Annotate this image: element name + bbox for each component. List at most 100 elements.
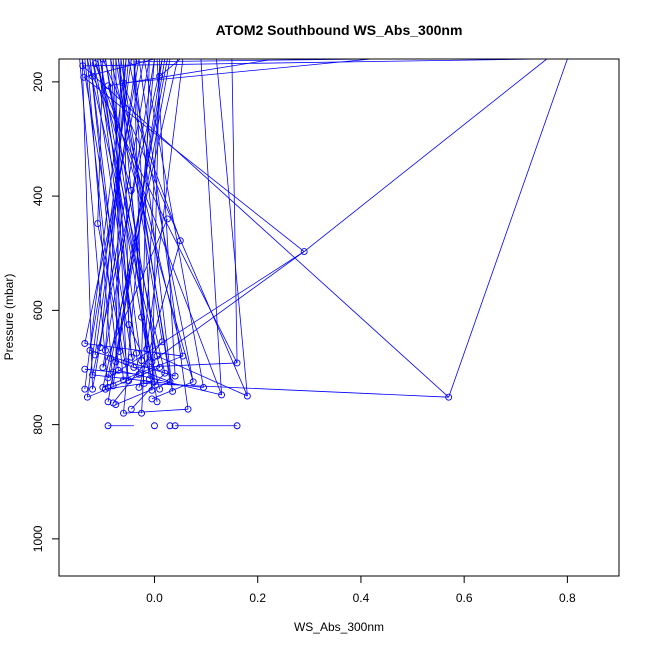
data-point-40: [135, 370, 143, 378]
data-point-20: [102, 346, 109, 354]
series-points: [79, 59, 453, 430]
data-point-47: [171, 372, 179, 380]
series-line-segment-54: [141, 59, 150, 361]
data-point-62: [169, 388, 176, 395]
data-point-0: [79, 62, 87, 70]
data-point-31: [158, 338, 166, 346]
data-point-66: [83, 393, 91, 401]
series-line-segment-10: [97, 223, 130, 381]
series-line-segment-73: [200, 59, 222, 395]
data-point-27: [138, 357, 146, 365]
series-line-segment-60: [133, 59, 142, 318]
data-point-51: [233, 359, 241, 367]
data-point-48: [179, 352, 187, 360]
series-line-segment-94: [102, 59, 155, 368]
y-axis-label: Pressure (mbar): [2, 274, 16, 361]
y-tick-label-4: 1000: [31, 525, 45, 552]
data-point-12: [176, 237, 184, 245]
data-point-34: [99, 364, 107, 371]
series-line-segment-68: [159, 59, 181, 77]
x-tick-label-2: 0.4: [353, 591, 370, 605]
data-point-28: [143, 345, 151, 353]
series-line-segment-62: [94, 59, 132, 191]
series-line-segment-51: [94, 59, 137, 355]
data-point-26: [132, 349, 140, 357]
data-point-73: [148, 395, 156, 403]
data-point-2: [89, 72, 96, 80]
data-point-61: [156, 385, 164, 393]
series-line-segment-85: [105, 59, 158, 357]
series-lines: [79, 59, 568, 427]
series-line-segment-81: [138, 59, 189, 410]
data-point-45: [161, 369, 169, 377]
series-line-segment-53: [84, 59, 145, 344]
series-line-segment-35: [105, 381, 155, 390]
data-point-32: [81, 365, 89, 373]
series-line-segment-86: [120, 59, 171, 382]
data-point-79: [171, 422, 179, 430]
series-line-segment-29: [87, 367, 160, 398]
y-axis: 200 400 600 800 1000: [31, 72, 60, 552]
data-point-8: [156, 72, 164, 80]
data-point-22: [112, 358, 120, 366]
data-point-17: [86, 346, 94, 354]
series-line-segment-83: [86, 59, 161, 368]
series-line-segment-91: [81, 59, 135, 368]
data-point-38: [125, 377, 133, 385]
series-line-segment-88: [133, 59, 155, 382]
series-line-segment-96: [107, 59, 168, 378]
x-tick-label-1: 0.2: [249, 591, 266, 605]
data-point-59: [135, 384, 143, 391]
series-line-segment-41: [97, 59, 148, 350]
data-point-24: [122, 358, 130, 366]
series-line-segment-75: [117, 59, 173, 392]
data-point-46: [166, 378, 174, 386]
data-point-6: [120, 79, 127, 87]
data-point-18: [91, 351, 99, 359]
data-point-23: [115, 348, 123, 355]
data-point-7: [130, 59, 138, 66]
data-point-60: [148, 386, 156, 394]
series-line-segment-27: [130, 372, 166, 410]
data-point-58: [120, 376, 127, 384]
series-line-segment-30: [112, 341, 163, 404]
data-point-57: [109, 382, 117, 390]
series-line-segment-93: [84, 59, 119, 371]
data-point-53: [89, 385, 96, 393]
data-point-74: [153, 398, 161, 406]
data-point-43: [151, 378, 158, 386]
data-point-77: [151, 422, 158, 430]
series-line-segment-36: [79, 59, 109, 390]
series-line-segment-52: [89, 59, 140, 351]
data-point-50: [200, 384, 207, 391]
series-line-segment-80: [156, 59, 176, 377]
y-tick-label-1: 400: [31, 186, 45, 206]
data-point-29: [148, 358, 156, 366]
chart-title: ATOM2 Southbound WS_Abs_300nm: [216, 22, 463, 38]
series-line-segment-77: [128, 59, 194, 382]
data-point-30: [153, 352, 161, 360]
data-point-67: [104, 398, 112, 406]
data-point-13: [300, 248, 308, 255]
data-point-25: [127, 353, 135, 361]
series-line-segment-34: [110, 357, 171, 383]
data-point-1: [80, 73, 88, 81]
series-line-segment-37: [81, 59, 93, 390]
series-line-segment-90: [97, 59, 140, 375]
series-line-segment-11: [102, 218, 168, 368]
data-point-19: [96, 344, 104, 351]
series-line-segment-4: [102, 59, 248, 397]
series-line-segment-95: [112, 59, 163, 386]
series-line-segment-71: [303, 59, 547, 252]
series-line-segment-79: [216, 59, 248, 397]
y-tick-label-3: 800: [31, 414, 45, 434]
data-point-33: [89, 371, 96, 379]
series-line-segment-74: [146, 59, 184, 350]
series-line-segment-20: [156, 355, 248, 397]
series-line-segment-58: [102, 59, 179, 388]
x-tick-label-4: 0.8: [559, 591, 576, 605]
series-line-segment-69: [83, 59, 155, 78]
series-line-segment-87: [115, 59, 163, 342]
data-point-3: [91, 60, 99, 68]
